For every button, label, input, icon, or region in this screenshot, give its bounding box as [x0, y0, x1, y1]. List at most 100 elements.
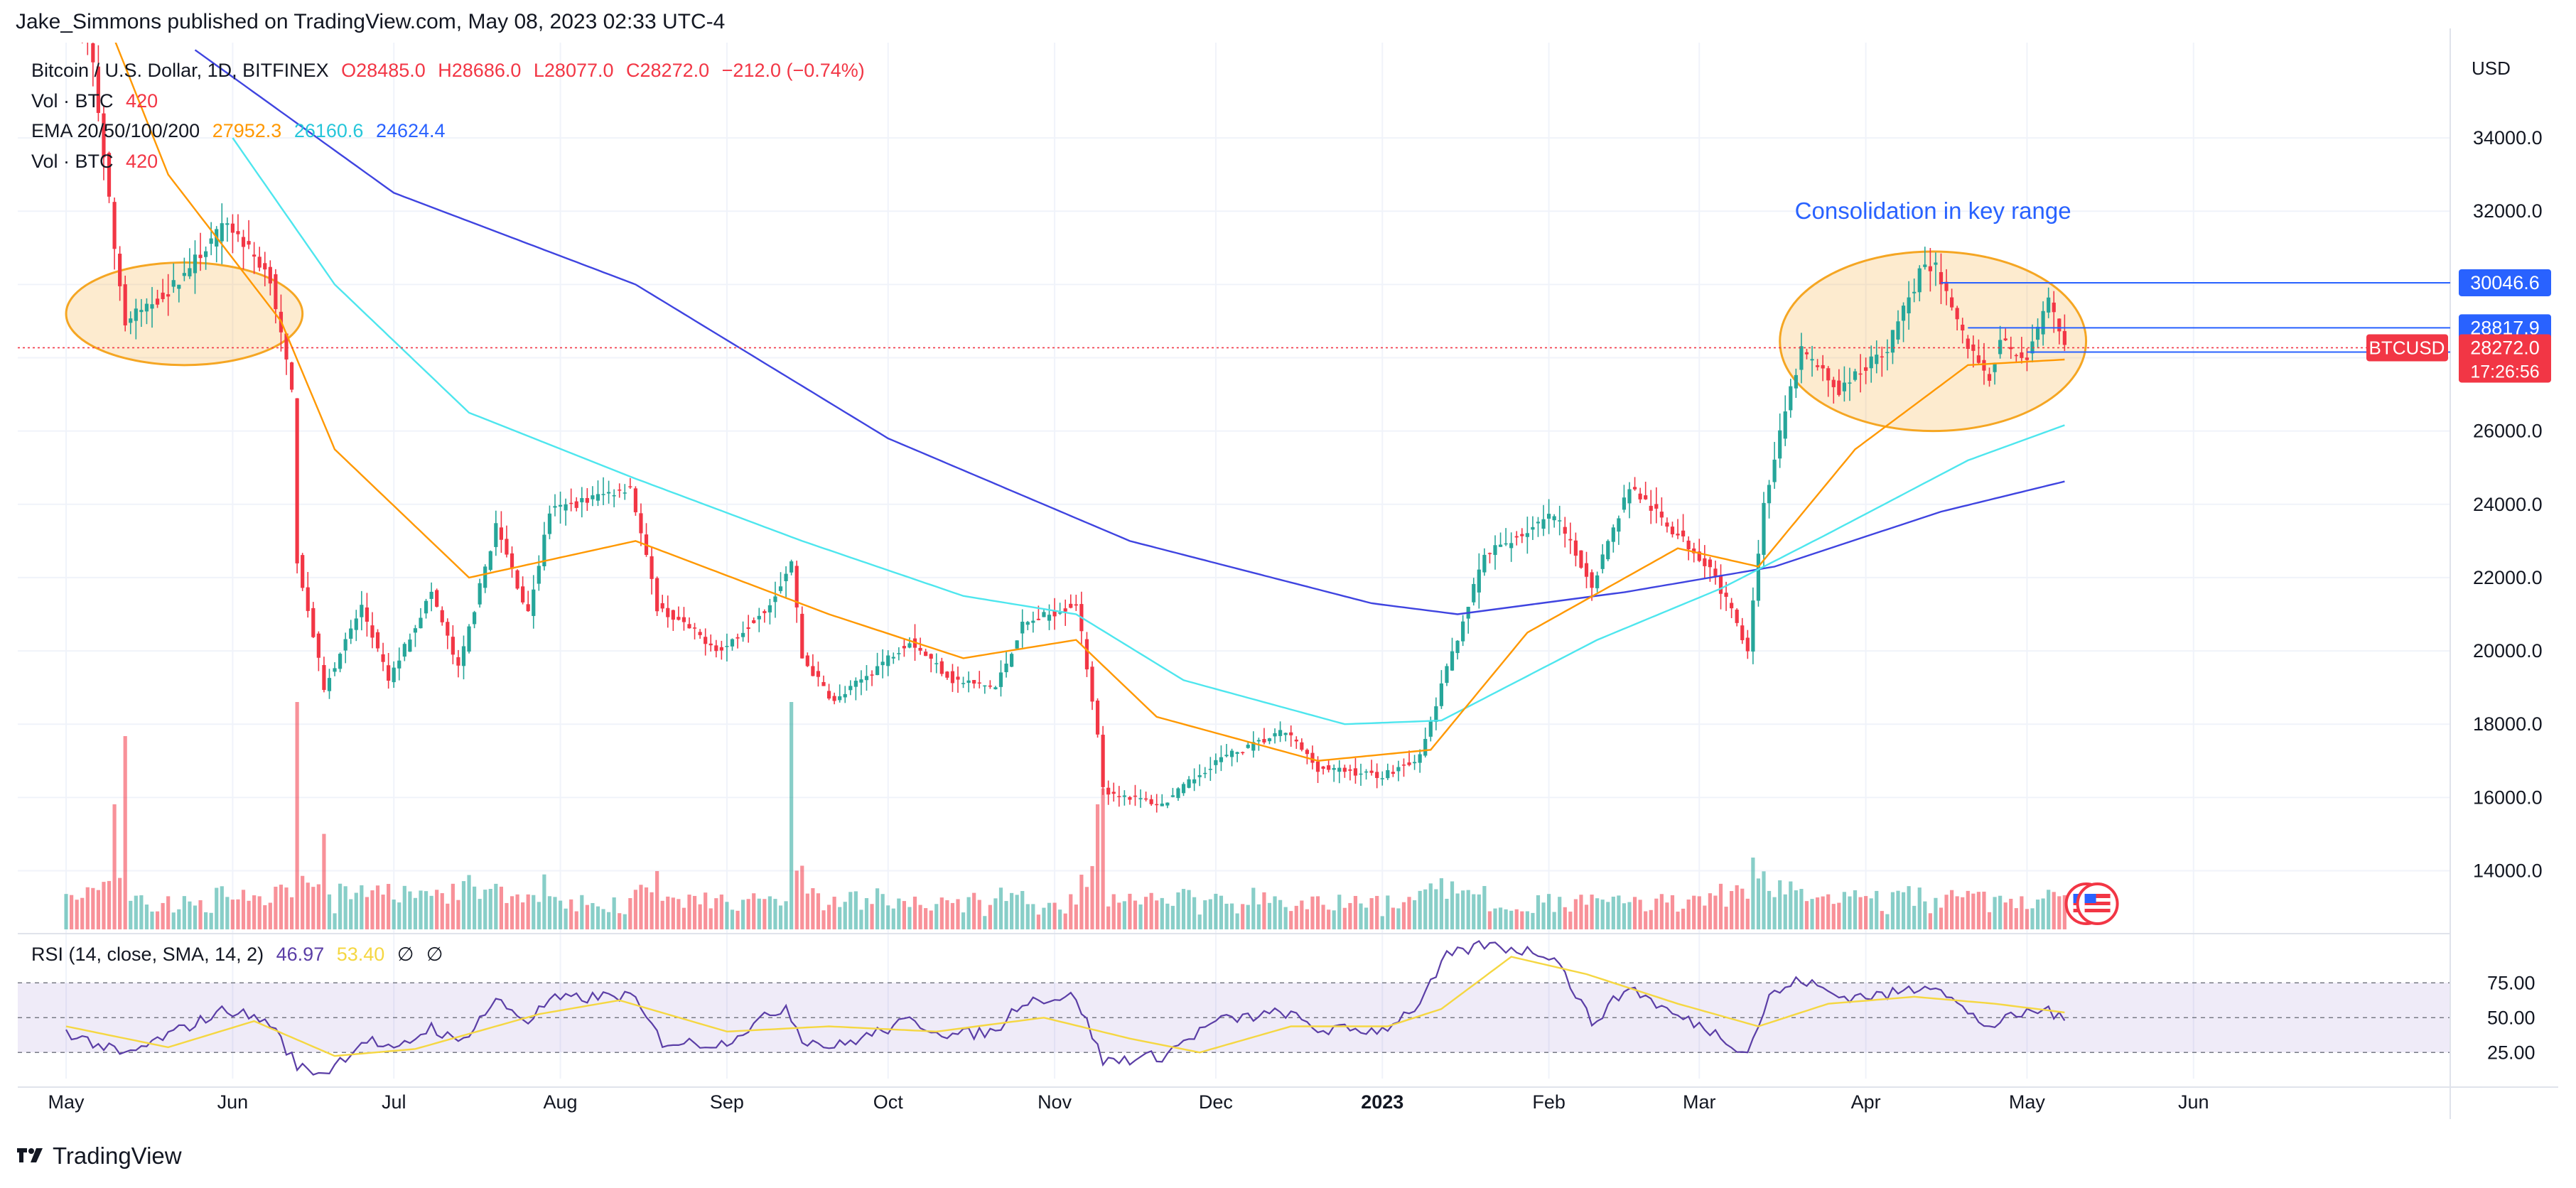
volume-bar: [424, 891, 429, 929]
volume-bar: [929, 910, 933, 929]
volume-bar: [2030, 908, 2035, 929]
volume-bar: [832, 897, 836, 929]
volume-bar: [848, 892, 853, 929]
candle-body: [1036, 618, 1040, 620]
candle-body: [107, 153, 112, 197]
volume-bar: [1831, 904, 1836, 929]
candle-body: [961, 683, 966, 684]
volume-bar: [650, 892, 654, 929]
candle-body: [574, 501, 578, 508]
volume-bar: [1778, 880, 1782, 929]
volume-bar: [1036, 914, 1040, 929]
candle-body: [1632, 487, 1637, 490]
volume-bar: [1912, 905, 1917, 929]
candle-body: [521, 586, 525, 603]
candle-body: [2009, 347, 2013, 350]
candle-body: [1224, 755, 1229, 757]
volume-bar: [1149, 892, 1153, 929]
volume-bar: [1407, 897, 1411, 929]
volume-bar: [1219, 895, 1224, 929]
volume-bar: [1950, 890, 1954, 929]
candle-body: [1944, 281, 1949, 291]
candle-body: [349, 628, 353, 639]
volume-bar: [451, 883, 455, 929]
volume-bar: [789, 702, 794, 929]
candle-body: [891, 657, 895, 659]
candle-body: [1063, 608, 1067, 612]
candle-body: [1756, 554, 1761, 601]
candle-body: [1509, 543, 1514, 549]
candle-body: [429, 591, 433, 599]
legend-volume-value-2: 420: [126, 151, 158, 172]
candle-body: [1160, 803, 1164, 806]
volume-bar: [681, 907, 686, 929]
volume-bar: [1654, 898, 1659, 929]
volume-bar: [607, 912, 611, 929]
legend-volume-label-2[interactable]: Vol · BTC: [31, 151, 114, 172]
volume-bar: [1735, 885, 1739, 929]
candle-body: [800, 613, 804, 659]
candle-body: [1961, 324, 1965, 331]
candle-body: [1890, 330, 1895, 353]
volume-bar: [1128, 893, 1132, 929]
volume-bar: [1477, 894, 1481, 929]
symbol-tag-label: BTCUSD: [2369, 337, 2445, 358]
volume-bar: [1058, 909, 1062, 929]
footer-brand[interactable]: TradingView: [53, 1143, 182, 1169]
candle-body: [1837, 380, 1841, 395]
candle-body: [1552, 516, 1556, 521]
candle-body: [1514, 536, 1519, 538]
volume-bar: [1848, 896, 1852, 929]
candle-body: [1864, 367, 1868, 371]
legend-ema-label[interactable]: EMA 20/50/100/200: [31, 120, 200, 141]
volume-bar: [198, 900, 203, 929]
candle-body: [446, 622, 450, 636]
candle-body: [1842, 382, 1846, 392]
candle-body: [1256, 740, 1261, 742]
volume-bar: [289, 897, 294, 929]
volume-bar: [1514, 909, 1519, 929]
volume-bar: [983, 916, 987, 929]
legend-volume-value: 420: [126, 90, 158, 112]
volume-bar: [360, 885, 364, 929]
candle-body: [1627, 489, 1632, 504]
legend-symbol[interactable]: Bitcoin / U.S. Dollar, 1D, BITFINEX: [31, 60, 329, 81]
candle-body: [139, 310, 144, 313]
volume-bar: [1713, 895, 1718, 929]
candle-body: [542, 534, 546, 566]
candle-body: [1993, 362, 1997, 372]
volume-bar: [1235, 913, 1239, 929]
candle-body: [1472, 583, 1476, 603]
volume-bar: [1901, 892, 1906, 929]
candle-body: [784, 573, 788, 581]
candle-body: [112, 202, 117, 249]
candle-body: [580, 498, 584, 502]
volume-bar: [1890, 892, 1895, 929]
volume-bar: [284, 887, 289, 929]
candle-body: [1804, 352, 1809, 355]
volume-bar: [1251, 887, 1256, 929]
volume-bar: [537, 902, 541, 929]
legend-volume-label[interactable]: Vol · BTC: [31, 90, 114, 112]
candle-body: [1219, 757, 1224, 762]
volume-bar: [118, 878, 122, 929]
volume-bar: [177, 909, 181, 929]
volume-bar: [698, 904, 702, 929]
volume-bar: [2020, 896, 2024, 929]
candle-body: [322, 664, 326, 691]
volume-bar: [1229, 903, 1234, 929]
candle-body: [1310, 752, 1315, 763]
rsi-line: [65, 939, 2066, 1076]
rsi-legend-label[interactable]: RSI (14, close, SMA, 14, 2): [31, 944, 264, 965]
volume-bar: [419, 890, 423, 929]
volume-bar: [1004, 901, 1008, 929]
candle-body: [532, 589, 536, 616]
volume-bar: [188, 901, 192, 929]
candle-body: [762, 611, 767, 613]
candle-body: [1407, 762, 1411, 765]
volume-bar: [1262, 892, 1266, 929]
candle-body: [1875, 355, 1879, 364]
volume-bar: [2047, 890, 2051, 929]
candle-body: [1713, 568, 1718, 576]
